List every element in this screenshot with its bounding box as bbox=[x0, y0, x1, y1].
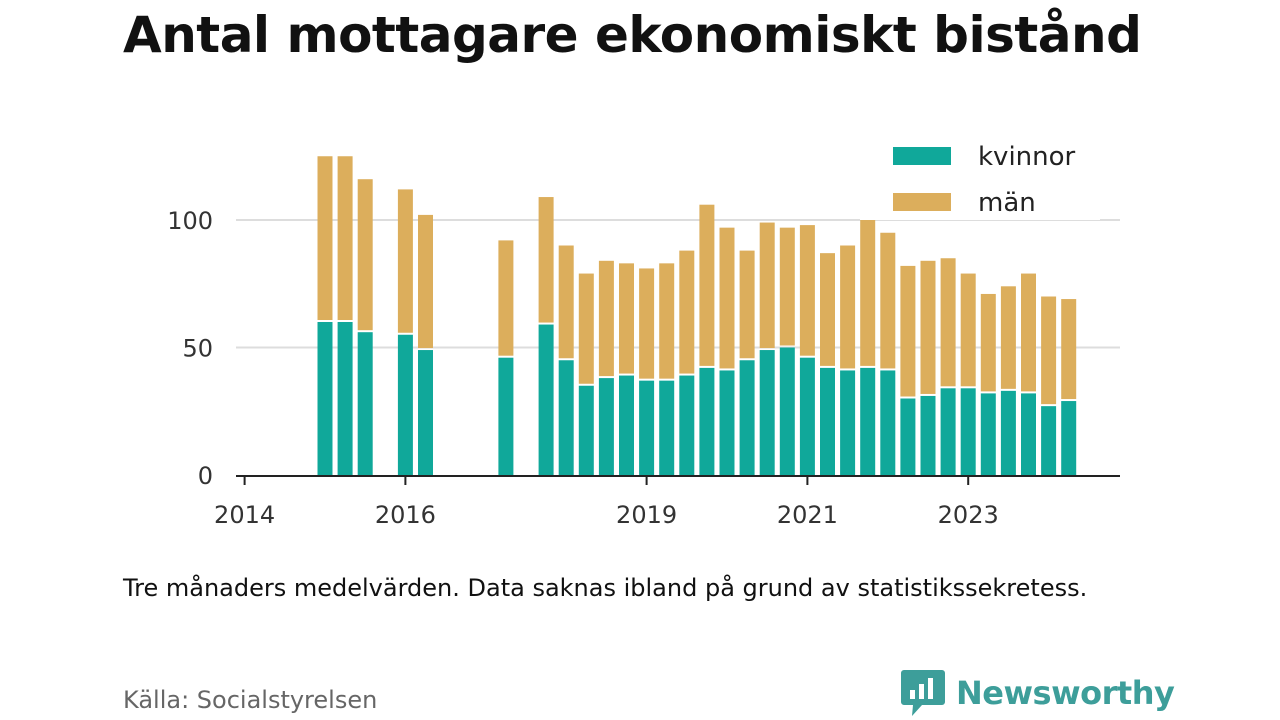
bar-kvinnor bbox=[1041, 406, 1057, 475]
bar-kvinnor bbox=[679, 375, 695, 475]
bar-kvinnor bbox=[980, 393, 996, 475]
bar-kvinnor bbox=[779, 347, 795, 475]
bar-kvinnor bbox=[598, 378, 614, 475]
bar-man bbox=[719, 227, 735, 369]
bar-man bbox=[1021, 273, 1036, 392]
bar-man bbox=[880, 232, 896, 369]
legend-label-kvinnor: kvinnor bbox=[978, 142, 1076, 172]
bar-man bbox=[759, 222, 775, 349]
bar-man bbox=[639, 268, 655, 379]
y-tick-label: 0 bbox=[198, 462, 213, 490]
bar-man bbox=[679, 250, 695, 374]
brand-logo: Newsworthy bbox=[900, 668, 1175, 718]
bar-kvinnor bbox=[840, 370, 856, 475]
y-tick-label: 100 bbox=[167, 207, 213, 235]
bar-man bbox=[739, 250, 755, 359]
bar-kvinnor bbox=[317, 322, 333, 475]
bar-man bbox=[397, 189, 413, 333]
bar-kvinnor bbox=[719, 370, 735, 475]
newsworthy-logo-icon bbox=[901, 670, 945, 716]
bar-kvinnor bbox=[960, 388, 976, 475]
bar-kvinnor bbox=[940, 388, 956, 475]
legend-label-man: män bbox=[978, 188, 1036, 218]
bar-kvinnor bbox=[860, 367, 876, 475]
bar-man bbox=[840, 245, 856, 369]
bar-kvinnor bbox=[619, 375, 634, 475]
bar-man bbox=[779, 227, 795, 346]
bar-man bbox=[659, 263, 675, 379]
bar-man bbox=[498, 240, 514, 356]
bar-kvinnor bbox=[418, 350, 433, 475]
legend-swatch-kvinnor bbox=[893, 147, 951, 165]
bar-man bbox=[860, 220, 876, 366]
bar-kvinnor bbox=[759, 350, 775, 475]
chart-title: Antal mottagare ekonomiskt bistånd bbox=[123, 6, 1142, 64]
bar-kvinnor bbox=[1061, 401, 1077, 475]
x-tick-label: 2021 bbox=[777, 501, 838, 529]
bar-kvinnor bbox=[639, 380, 655, 475]
bar-kvinnor bbox=[739, 360, 755, 475]
bar-kvinnor bbox=[1021, 393, 1036, 475]
bar-kvinnor bbox=[900, 398, 916, 475]
bar-man bbox=[578, 273, 594, 384]
bar-man bbox=[1041, 296, 1057, 405]
bar-kvinnor bbox=[699, 367, 715, 475]
x-tick-label: 2016 bbox=[375, 501, 436, 529]
bar-kvinnor bbox=[538, 324, 554, 475]
bar-man bbox=[699, 204, 715, 366]
bar-kvinnor bbox=[820, 367, 835, 475]
bar-man bbox=[960, 273, 976, 387]
y-tick-label: 50 bbox=[182, 335, 213, 363]
bar-kvinnor bbox=[498, 357, 514, 475]
bar-kvinnor bbox=[799, 357, 815, 475]
bar-man bbox=[317, 156, 333, 320]
bar-kvinnor bbox=[920, 395, 936, 475]
bar-man bbox=[337, 156, 353, 320]
bar-kvinnor bbox=[397, 334, 413, 475]
bar-man bbox=[799, 225, 815, 356]
brand-name: Newsworthy bbox=[956, 674, 1175, 712]
bar-man bbox=[1061, 299, 1077, 400]
bar-kvinnor bbox=[880, 370, 896, 475]
bar-kvinnor bbox=[578, 385, 594, 475]
bar-man bbox=[820, 253, 835, 366]
bar-man bbox=[619, 263, 634, 374]
bar-man bbox=[900, 265, 916, 397]
bar-kvinnor bbox=[659, 380, 675, 475]
legend-swatch-man bbox=[893, 193, 951, 211]
chart-note: Tre månaders medelvärden. Data saknas ib… bbox=[123, 574, 1088, 602]
x-tick-label: 2023 bbox=[938, 501, 999, 529]
bar-man bbox=[538, 197, 554, 323]
bar-kvinnor bbox=[558, 360, 574, 475]
bar-man bbox=[1000, 286, 1016, 389]
bar-man bbox=[558, 245, 574, 359]
source-text: Källa: Socialstyrelsen bbox=[123, 686, 378, 714]
bar-man bbox=[940, 258, 956, 387]
bar-man bbox=[418, 214, 433, 349]
bar-man bbox=[357, 179, 373, 331]
bar-man bbox=[920, 260, 936, 394]
bar-kvinnor bbox=[1000, 390, 1016, 475]
x-tick-label: 2014 bbox=[214, 501, 275, 529]
bar-man bbox=[980, 293, 996, 392]
bar-kvinnor bbox=[337, 322, 353, 475]
x-tick-label: 2019 bbox=[616, 501, 677, 529]
bar-man bbox=[598, 260, 614, 377]
bar-kvinnor bbox=[357, 332, 373, 475]
